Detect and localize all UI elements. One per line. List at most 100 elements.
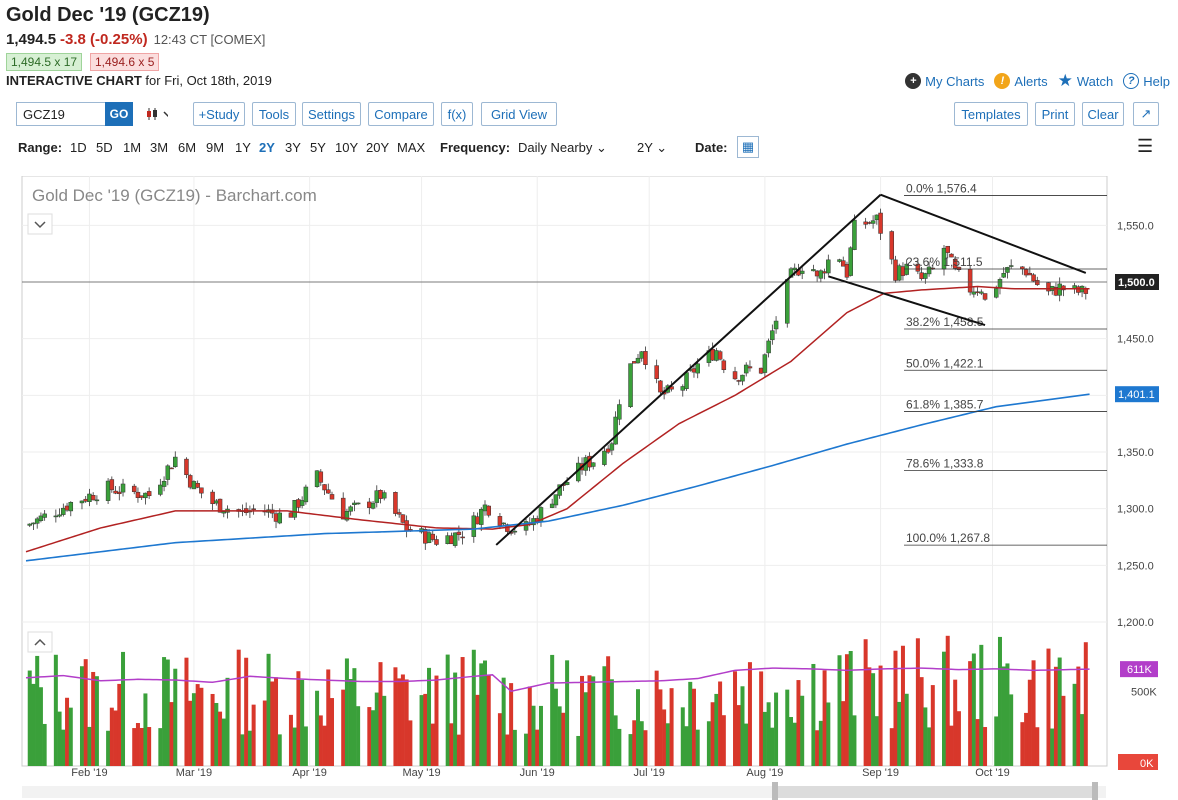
candle-body — [900, 266, 906, 276]
volume-bar — [475, 694, 480, 766]
x-tick-label: Jun '19 — [520, 767, 555, 779]
watch-link[interactable]: ★ Watch — [1058, 71, 1114, 91]
volume-bar — [27, 670, 32, 766]
range-5y[interactable]: 5Y — [310, 140, 326, 155]
period-value: 2Y — [637, 140, 653, 155]
volume-bar — [1027, 679, 1032, 766]
my-charts-link[interactable]: + My Charts — [905, 73, 984, 89]
clear-button[interactable]: Clear — [1082, 102, 1124, 126]
compare-button[interactable]: Compare — [368, 102, 434, 126]
chevron-down-icon: ⌄ — [596, 140, 607, 155]
candle-body — [497, 516, 503, 526]
x-tick-label: Jul '19 — [633, 767, 664, 779]
volume-bar — [35, 655, 40, 766]
candle-body — [340, 497, 346, 520]
candle-body — [161, 480, 167, 487]
candle-body — [460, 536, 465, 539]
range-9m[interactable]: 9M — [206, 140, 225, 155]
go-button[interactable]: GO — [105, 102, 133, 126]
candle-body — [165, 465, 171, 480]
grid-view-button[interactable]: Grid View — [481, 102, 557, 126]
candle-body — [352, 502, 357, 506]
candle-body — [434, 539, 439, 545]
range-max[interactable]: MAX — [397, 140, 426, 155]
volume-bar — [296, 671, 301, 766]
volume-bar — [162, 657, 167, 766]
range-1y[interactable]: 1Y — [235, 140, 251, 155]
volume-bar — [583, 692, 588, 766]
ma200-line — [25, 393, 1090, 562]
range-5d[interactable]: 5D — [96, 140, 113, 155]
volume-bar — [221, 718, 226, 766]
candle-body — [684, 372, 689, 389]
candlestick-icon — [147, 108, 168, 120]
tools-button[interactable]: Tools — [252, 102, 296, 126]
range-20y[interactable]: 20Y — [366, 140, 390, 155]
volume-bar — [121, 651, 126, 766]
y-tick-label: 1,250.0 — [1117, 560, 1154, 572]
trendline — [495, 193, 882, 546]
volume-bar — [247, 730, 252, 766]
print-button[interactable]: Print — [1035, 102, 1075, 126]
candle-body — [326, 489, 331, 494]
candle-body — [139, 495, 144, 498]
ma50-line — [25, 285, 1090, 553]
candle-body — [826, 259, 831, 274]
range-6m[interactable]: 6M — [178, 140, 197, 155]
volume-bar — [471, 649, 476, 766]
candle-body — [31, 522, 36, 525]
range-label: Range: — [18, 140, 63, 155]
candle-body — [732, 371, 738, 380]
scroll-handle-left[interactable] — [772, 782, 778, 800]
volume-bar — [1076, 666, 1081, 766]
templates-button[interactable]: Templates — [954, 102, 1028, 126]
volume-bar — [983, 727, 988, 766]
fx-button[interactable]: f(x) — [441, 102, 473, 126]
range-3m[interactable]: 3M — [150, 140, 169, 155]
calendar-icon: ▦ — [741, 139, 755, 154]
candle-body — [143, 492, 148, 499]
range-2y[interactable]: 2Y — [259, 140, 275, 155]
fib-label: 0.0% 1,576.4 — [906, 181, 977, 195]
volume-toggle[interactable] — [27, 631, 53, 653]
candle-body — [609, 443, 615, 451]
range-1d[interactable]: 1D — [70, 140, 87, 155]
candle-body — [773, 320, 779, 330]
volume-bar — [236, 649, 241, 766]
volume-bar — [1072, 683, 1077, 766]
candle-body — [1076, 286, 1081, 293]
settings-button[interactable]: Settings — [302, 102, 361, 126]
volume-bar — [971, 653, 976, 766]
frequency-dropdown[interactable]: Daily Nearby ⌄ — [518, 140, 607, 156]
chart-type-dropdown[interactable] — [138, 102, 174, 126]
range-1m[interactable]: 1M — [123, 140, 142, 155]
volume-bar — [871, 673, 876, 766]
help-icon: ? — [1123, 73, 1140, 89]
candle-body — [717, 351, 723, 360]
alerts-link[interactable]: ! Alerts — [994, 73, 1048, 89]
menu-icon[interactable]: ☰ — [1137, 136, 1154, 156]
volume-bar — [322, 725, 327, 766]
range-10y[interactable]: 10Y — [335, 140, 359, 155]
scroll-handle-right[interactable] — [1092, 782, 1098, 800]
volume-bar — [979, 644, 984, 766]
help-link[interactable]: ? Help — [1123, 73, 1170, 89]
time-scrollbar[interactable] — [22, 782, 1106, 800]
star-icon: ★ — [1057, 71, 1073, 90]
expand-button[interactable]: ↗ — [1133, 102, 1159, 126]
collapse-toggle[interactable] — [27, 213, 53, 235]
period-dropdown[interactable]: 2Y ⌄ — [637, 140, 667, 156]
candle-body — [292, 499, 297, 518]
volume-bar — [658, 689, 663, 766]
range-3y[interactable]: 3Y — [285, 140, 301, 155]
candle-body — [605, 448, 611, 453]
calendar-button[interactable]: ▦ — [737, 136, 759, 158]
candle-body — [736, 380, 742, 382]
symbol-input[interactable]: GCZ19 — [16, 102, 106, 126]
study-button[interactable]: +Study — [193, 102, 245, 126]
volume-bar — [949, 725, 954, 766]
candle-body — [299, 500, 305, 506]
price-change: -3.8 (-0.25%) — [60, 31, 148, 48]
candle-body — [314, 470, 320, 487]
volume-bar — [997, 636, 1002, 766]
